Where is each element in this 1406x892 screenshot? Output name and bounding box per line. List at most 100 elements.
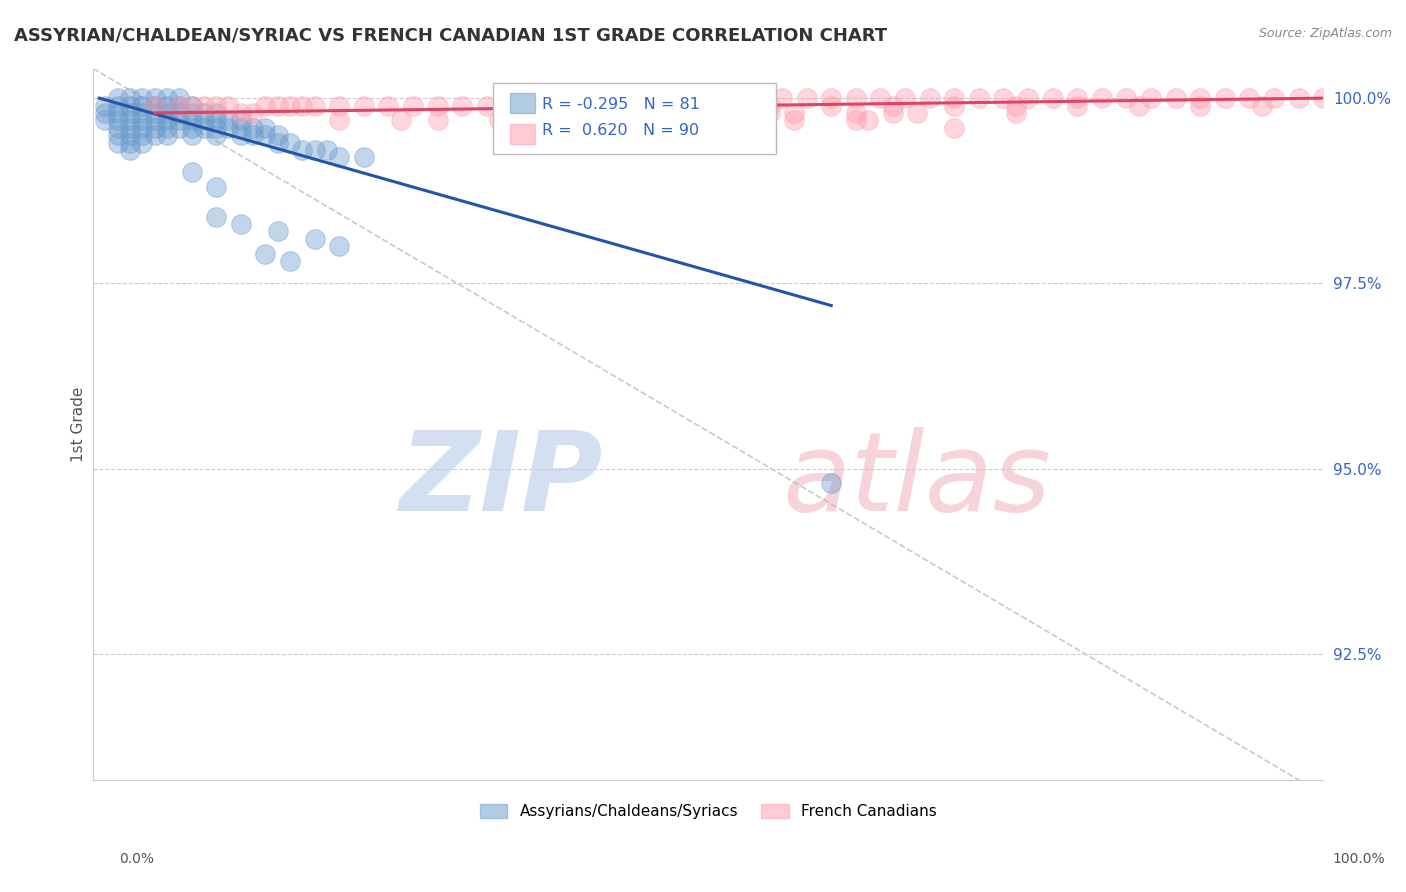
Point [242, 120, 264, 135]
Point [278, 98, 301, 112]
Point [770, 91, 793, 105]
Point [94, 98, 117, 112]
Point [328, 113, 350, 128]
Point [1115, 91, 1137, 105]
Point [574, 98, 596, 112]
Point [229, 113, 252, 128]
Point [131, 98, 153, 112]
Point [120, 91, 142, 105]
Point [426, 98, 449, 112]
Point [882, 106, 904, 120]
Point [267, 225, 290, 239]
Point [180, 98, 202, 112]
Point [156, 91, 179, 105]
Point [131, 128, 153, 143]
Point [304, 232, 326, 246]
Point [1066, 98, 1088, 112]
FancyBboxPatch shape [510, 124, 534, 144]
Point [820, 98, 842, 112]
Point [636, 106, 658, 120]
Point [758, 106, 780, 120]
Point [107, 113, 129, 128]
Point [205, 180, 228, 194]
Point [488, 113, 510, 128]
Point [94, 113, 117, 128]
Point [721, 91, 744, 105]
Point [943, 91, 966, 105]
Point [254, 128, 277, 143]
Point [426, 113, 449, 128]
Point [1312, 91, 1334, 105]
Point [180, 106, 202, 120]
Point [475, 98, 498, 112]
Point [107, 128, 129, 143]
Point [278, 254, 301, 268]
Point [1164, 91, 1187, 105]
Point [1004, 106, 1026, 120]
Point [918, 91, 941, 105]
Point [131, 136, 153, 150]
Point [143, 128, 166, 143]
Point [659, 106, 682, 120]
Point [120, 120, 142, 135]
Point [107, 98, 129, 112]
Point [451, 98, 474, 112]
Point [550, 91, 572, 105]
Point [120, 113, 142, 128]
Point [1263, 91, 1285, 105]
Point [143, 98, 166, 112]
Point [1213, 91, 1236, 105]
Text: ZIP: ZIP [401, 427, 603, 534]
Point [1066, 91, 1088, 105]
Point [1189, 98, 1212, 112]
Point [107, 120, 129, 135]
Point [169, 106, 191, 120]
Point [905, 106, 928, 120]
Point [120, 136, 142, 150]
Point [648, 91, 671, 105]
Point [291, 143, 314, 157]
Point [131, 120, 153, 135]
Point [328, 239, 350, 253]
Point [120, 98, 142, 112]
Point [229, 106, 252, 120]
Point [721, 106, 744, 120]
Point [783, 113, 806, 128]
Point [229, 120, 252, 135]
Point [1288, 91, 1310, 105]
Point [131, 106, 153, 120]
Text: R = -0.295   N = 81: R = -0.295 N = 81 [543, 97, 700, 112]
Point [845, 113, 868, 128]
Point [120, 143, 142, 157]
Point [845, 106, 868, 120]
Text: atlas: atlas [782, 427, 1050, 534]
Point [747, 91, 769, 105]
Point [882, 98, 904, 112]
Point [672, 113, 695, 128]
Point [107, 106, 129, 120]
Point [205, 210, 228, 224]
Point [193, 113, 215, 128]
Point [1004, 98, 1026, 112]
Point [967, 91, 990, 105]
Point [316, 143, 339, 157]
Point [156, 128, 179, 143]
Point [180, 128, 202, 143]
Text: 100.0%: 100.0% [1333, 852, 1385, 866]
Point [242, 106, 264, 120]
Point [1091, 91, 1114, 105]
Point [1239, 91, 1261, 105]
Point [120, 128, 142, 143]
Point [291, 98, 314, 112]
Point [1140, 91, 1163, 105]
Point [278, 136, 301, 150]
Point [353, 150, 375, 164]
Point [218, 98, 240, 112]
Point [304, 143, 326, 157]
Text: 0.0%: 0.0% [120, 852, 155, 866]
Point [205, 98, 228, 112]
FancyBboxPatch shape [494, 83, 776, 153]
Point [599, 91, 621, 105]
Point [943, 120, 966, 135]
Point [205, 128, 228, 143]
